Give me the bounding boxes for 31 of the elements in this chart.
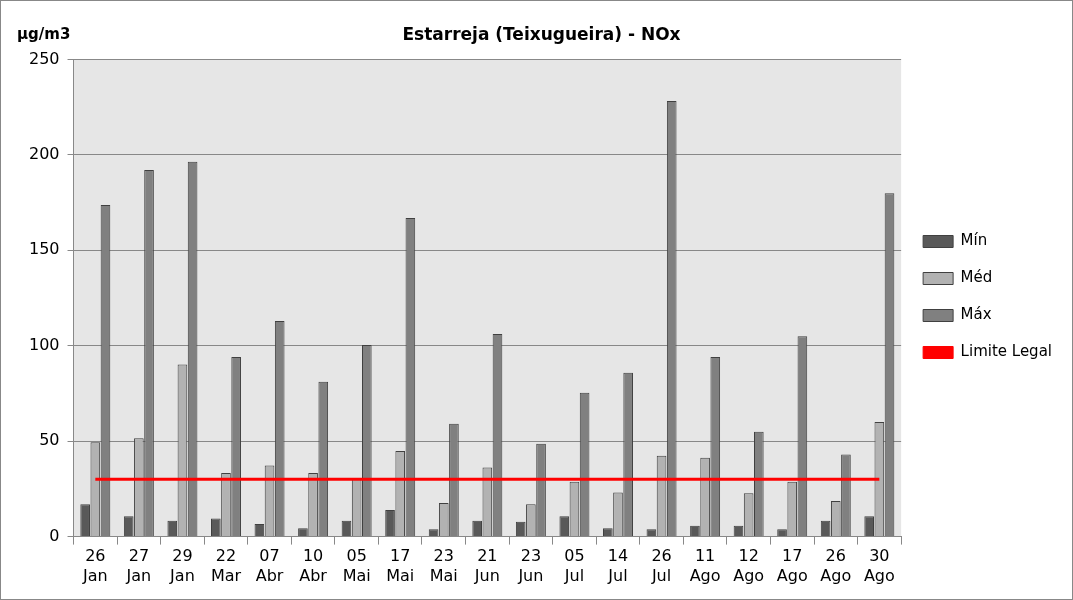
y-axis-title: µg/m3 [17, 25, 71, 43]
y-tick-label: 150 [28, 239, 60, 259]
x-tick-label: 07 Abr [255, 546, 284, 585]
y-tick-label: 250 [28, 48, 60, 68]
x-tick-label: 11 Ago [689, 546, 721, 585]
x-tick-label: 26 Jul [650, 546, 672, 585]
x-tick-label: 05 Jul [563, 546, 585, 585]
x-tick-label: 30 Ago [863, 546, 895, 585]
x-tick-label: 29 Jan [169, 546, 195, 585]
x-tick-label: 17 Ago [776, 546, 808, 585]
x-tick-label: 22 Mar [210, 546, 242, 585]
y-tick-label: 0 [49, 525, 60, 545]
legend-label: Méd [960, 268, 993, 287]
x-tick-label: 27 Jan [125, 546, 152, 585]
x-tick-label: 23 Mai [429, 546, 458, 585]
y-tick-label: 50 [39, 430, 60, 450]
x-tick-label: 14 Jul [607, 546, 629, 585]
x-tick-label: 17 Mai [386, 546, 415, 585]
y-tick-label: 200 [28, 144, 60, 163]
legend-label: Máx [960, 305, 992, 324]
legend-label: Mín [960, 231, 988, 250]
chart-title: Estarreja (Teixugueira) - NOx [402, 23, 681, 44]
x-tick-label: 26 Jan [81, 546, 108, 585]
x-tick-label: 21 Jun [473, 546, 500, 585]
x-tick-label: 05 Mai [342, 546, 371, 585]
x-tick-label: 12 Ago [733, 546, 765, 585]
x-tick-label: 10 Abr [299, 546, 328, 585]
y-tick-label: 100 [28, 334, 60, 354]
legend-label: Limite Legal [960, 342, 1053, 361]
x-tick-label: 26 Ago [820, 546, 852, 585]
x-tick-label: 23 Jun [517, 546, 544, 585]
